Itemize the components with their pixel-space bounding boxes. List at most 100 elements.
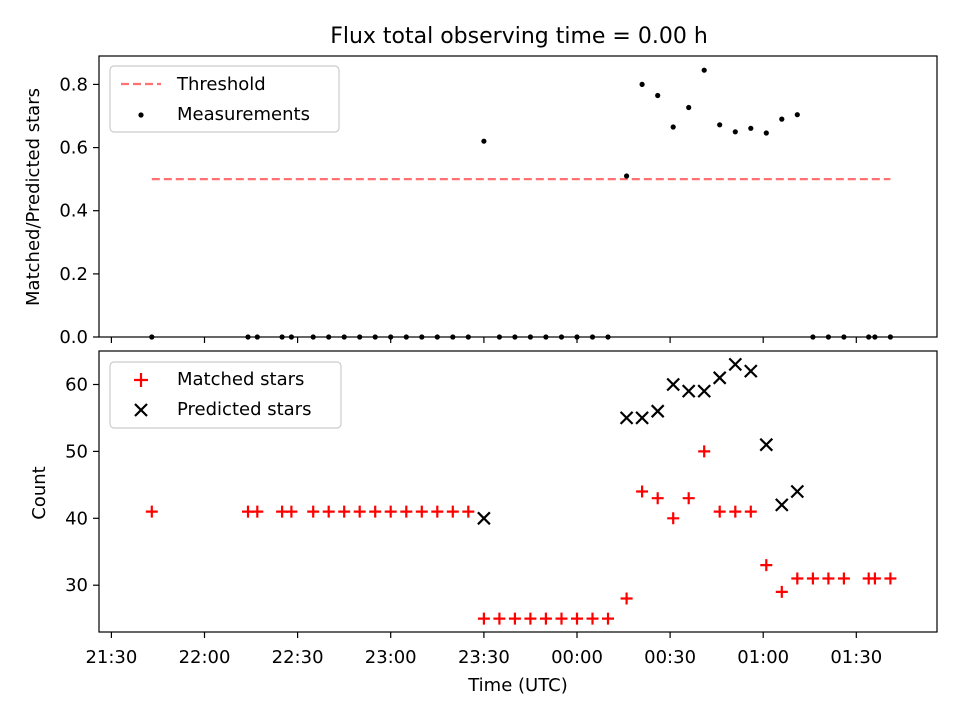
- matched-star-point: [431, 505, 444, 518]
- matched-star-point: [446, 505, 459, 518]
- matched-star-point: [369, 505, 382, 518]
- top-legend-box: [109, 65, 340, 133]
- predicted-star-point: [666, 377, 680, 392]
- top-panel: 0.00.20.40.60.8 Matched/Predicted stars …: [23, 55, 938, 348]
- matched-star-point: [353, 505, 366, 518]
- bottom-x-axis: 21:30 22:00 22:30 23:00 23:30 00:00 00:30 01:00…: [85, 632, 882, 668]
- measurement-point: [655, 92, 661, 99]
- predicted-star-point: [775, 498, 789, 512]
- matched-star-point: [307, 505, 320, 518]
- top-y-axis: 0.0 0.2 0.4 0.6 0.8: [59, 74, 99, 348]
- bottom-panel: 30 40 50 60 21:30 22:00 22:30 23:00 23:30 00:00 0…: [29, 350, 938, 696]
- matched-star-point: [636, 485, 649, 498]
- matched-star-point: [868, 572, 881, 585]
- measurement-point: [794, 112, 800, 118]
- bottom-xtick-label: 00:30: [644, 647, 696, 668]
- top-ytick-label: 0.4: [59, 201, 88, 222]
- matched-star-point: [667, 512, 680, 525]
- legend-predicted-swatch: [134, 403, 148, 417]
- matched-star-point: [806, 572, 819, 585]
- bottom-ytick-label: 40: [65, 508, 88, 529]
- predicted-star-point: [759, 437, 774, 452]
- top-ytick-label: 0.2: [59, 264, 88, 285]
- top-axes-frame: [98, 55, 938, 338]
- bottom-legend-box: [109, 361, 342, 429]
- legend-matched-label: Matched stars: [177, 369, 304, 390]
- measurement-point: [748, 125, 754, 131]
- top-x-axis: [110, 337, 857, 343]
- bottom-plot-area: [145, 357, 897, 625]
- bottom-xtick-label: 22:30: [272, 647, 324, 668]
- bottom-xtick-label: 01:00: [737, 647, 789, 668]
- matched-star-point: [586, 612, 599, 625]
- matched-star-point: [508, 612, 521, 625]
- measurement-point: [717, 122, 723, 128]
- measurement-point: [670, 124, 676, 130]
- matched-star-point: [884, 572, 897, 585]
- measurement-point: [763, 130, 769, 136]
- matched-star-point: [524, 612, 537, 625]
- top-ytick-label: 0.6: [59, 138, 88, 159]
- matched-star-point: [791, 572, 804, 585]
- matched-star-point: [760, 559, 773, 572]
- bottom-xtick-label: 23:30: [458, 647, 510, 668]
- matched-star-point: [251, 505, 264, 518]
- predicted-star-point: [635, 411, 649, 425]
- predicted-star-point: [619, 411, 634, 425]
- matched-star-point: [493, 612, 506, 625]
- predicted-star-point: [744, 364, 758, 378]
- matched-star-point: [713, 505, 726, 518]
- top-y-axis-label: Matched/Predicted stars: [23, 88, 44, 306]
- matched-star-point: [620, 592, 633, 605]
- matched-star-point: [651, 492, 664, 505]
- bottom-xtick-label: 22:00: [179, 647, 231, 668]
- bottom-ytick-label: 60: [65, 375, 88, 396]
- matched-star-point: [400, 505, 413, 518]
- matched-star-point: [384, 505, 397, 518]
- matched-star-point: [729, 505, 742, 518]
- bottom-y-axis-label: Count: [29, 466, 50, 519]
- predicted-star-point: [650, 404, 665, 418]
- legend-measurements-label: Measurements: [177, 104, 310, 125]
- bottom-xtick-label: 21:30: [85, 647, 137, 668]
- measurement-point: [686, 104, 692, 111]
- predicted-star-point: [728, 357, 743, 372]
- top-legend: Threshold Measurements: [109, 65, 340, 133]
- measurement-point: [624, 173, 630, 179]
- matched-star-point: [698, 445, 711, 458]
- matched-star-point: [571, 612, 583, 625]
- predicted-star-point: [477, 511, 491, 526]
- bottom-ytick-label: 50: [65, 441, 88, 462]
- top-chart-title: Flux total observing time = 0.00 h: [330, 24, 708, 49]
- matched-star-point: [602, 612, 614, 625]
- bottom-xtick-label: 01:30: [830, 647, 882, 668]
- matched-star-point: [338, 505, 351, 518]
- legend-measurements-swatch: [138, 112, 144, 118]
- matched-star-point: [555, 612, 568, 625]
- legend-threshold-label: Threshold: [176, 74, 266, 95]
- matched-star-point: [822, 572, 835, 585]
- matched-star-point: [415, 505, 428, 518]
- bottom-axes-frame: [98, 350, 938, 633]
- bottom-xtick-label: 00:00: [551, 647, 603, 668]
- bottom-x-axis-label: Time (UTC): [467, 675, 568, 696]
- legend-matched-swatch: [134, 373, 148, 387]
- predicted-star-point: [697, 384, 711, 398]
- matched-star-point: [744, 505, 757, 518]
- legend-predicted-label: Predicted stars: [177, 399, 311, 420]
- top-ytick-label: 0.8: [59, 74, 88, 95]
- measurement-point: [701, 67, 707, 73]
- top-ytick-label: 0.0: [59, 327, 88, 348]
- measurement-point: [481, 138, 487, 144]
- bottom-legend: Matched stars Predicted stars: [109, 361, 342, 429]
- matched-star-point: [477, 612, 490, 625]
- predicted-star-point: [712, 371, 727, 385]
- bottom-y-axis: 30 40 50 60: [65, 375, 99, 596]
- matched-star-point: [775, 585, 788, 598]
- matched-star-point: [462, 505, 475, 518]
- matched-star-point: [285, 505, 298, 518]
- predicted-star-point: [681, 384, 696, 398]
- bottom-ytick-label: 30: [65, 575, 88, 596]
- predicted-star-point: [790, 484, 805, 499]
